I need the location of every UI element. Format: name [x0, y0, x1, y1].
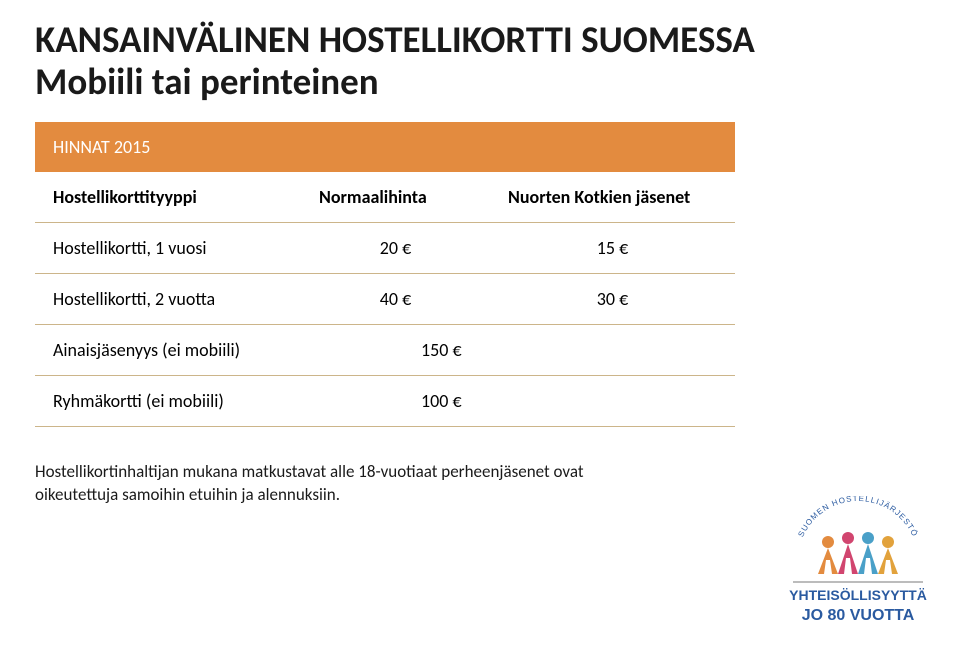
- logo-text-line2: JO 80 VUOTTA: [802, 607, 915, 624]
- row-label: Ryhmäkortti (ei mobiili): [35, 375, 301, 426]
- row-label: Ainaisjäsenyys (ei mobiili): [35, 324, 301, 375]
- table-row: Ryhmäkortti (ei mobiili) 100 €: [35, 375, 735, 426]
- row-member: 15 €: [490, 222, 735, 273]
- row-label: Hostellikortti, 2 vuotta: [35, 273, 301, 324]
- row-span-value: 100 €: [301, 375, 735, 426]
- page-title-line1: KANSAINVÄLINEN HOSTELLIKORTTI SUOMESSA: [35, 20, 925, 60]
- anniversary-logo: SUOMEN HOSTELLIJÄRJESTÖ YHTEISÖLLISYYTTÄ…: [778, 496, 938, 646]
- table-row: Hostellikortti, 2 vuotta 40 € 30 €: [35, 273, 735, 324]
- footnote: Hostellikortinhaltijan mukana matkustava…: [35, 461, 655, 507]
- logo-ring-text: SUOMEN HOSTELLIJÄRJESTÖ: [796, 496, 919, 538]
- table-row: Ainaisjäsenyys (ei mobiili) 150 €: [35, 324, 735, 375]
- col-normal: Normaalihinta: [301, 172, 490, 223]
- table-banner: HINNAT 2015: [35, 122, 735, 172]
- people-icon: [818, 532, 898, 574]
- col-type: Hostellikorttityyppi: [35, 172, 301, 223]
- table-row: Hostellikortti, 1 vuosi 20 € 15 €: [35, 222, 735, 273]
- row-member: 30 €: [490, 273, 735, 324]
- col-member: Nuorten Kotkien jäsenet: [490, 172, 735, 223]
- page-title-line2: Mobiili tai perinteinen: [35, 62, 925, 102]
- row-normal: 20 €: [301, 222, 490, 273]
- row-normal: 40 €: [301, 273, 490, 324]
- row-span-value: 150 €: [301, 324, 735, 375]
- logo-text-line1: YHTEISÖLLISYYTTÄ: [789, 587, 927, 603]
- row-label: Hostellikortti, 1 vuosi: [35, 222, 301, 273]
- pricing-table: HINNAT 2015 Hostellikorttityyppi Normaal…: [35, 122, 735, 427]
